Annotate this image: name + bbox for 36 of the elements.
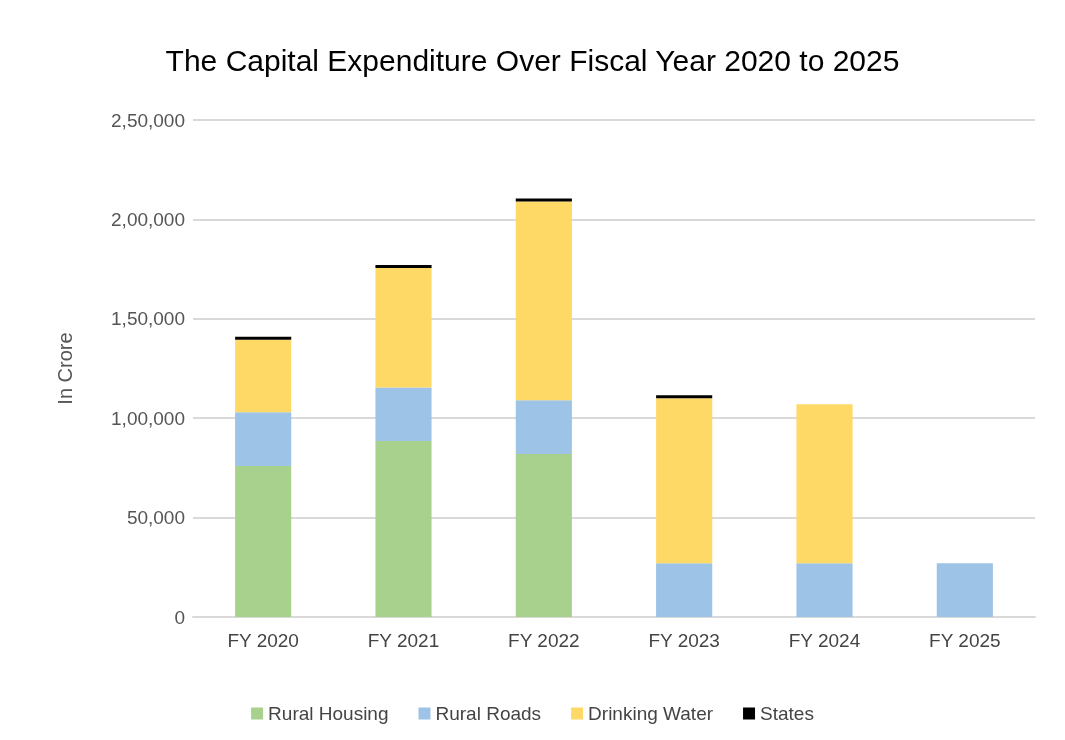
legend-label: States bbox=[760, 703, 814, 724]
bar bbox=[796, 563, 853, 617]
bar bbox=[375, 441, 432, 617]
y-tick-label: 50,000 bbox=[126, 507, 185, 529]
y-tick-label: 2,00,000 bbox=[111, 208, 185, 230]
bar bbox=[656, 395, 713, 399]
bar bbox=[515, 453, 572, 617]
legend-label: Rural Housing bbox=[268, 703, 389, 724]
bar bbox=[796, 404, 853, 564]
bar bbox=[656, 398, 713, 564]
bar bbox=[375, 387, 432, 442]
y-tick-label: 1,00,000 bbox=[111, 407, 185, 429]
bar bbox=[375, 268, 432, 388]
legend-label: Drinking Water bbox=[588, 703, 714, 724]
bar bbox=[235, 412, 292, 466]
x-tick-label: FY 2021 bbox=[367, 630, 440, 651]
bar bbox=[375, 265, 432, 269]
bar bbox=[235, 336, 292, 340]
bar bbox=[515, 400, 572, 454]
bar bbox=[235, 465, 292, 617]
chart-title: The Capital Expenditure Over Fiscal Year 2020 to 2025 bbox=[165, 43, 900, 77]
bar bbox=[656, 563, 713, 617]
y-axis-title: In Crore bbox=[54, 332, 76, 405]
y-tick-label: 1,50,000 bbox=[111, 308, 185, 330]
x-tick-label: FY 2022 bbox=[508, 630, 580, 651]
x-tick-label: FY 2025 bbox=[929, 630, 1001, 651]
y-tick-label: 2,50,000 bbox=[111, 109, 185, 131]
bar bbox=[515, 201, 572, 401]
bar bbox=[936, 563, 993, 617]
x-tick-label: FY 2020 bbox=[227, 630, 299, 651]
x-tick-label: FY 2023 bbox=[648, 630, 720, 651]
legend-label: Rural Roads bbox=[435, 703, 542, 724]
bar bbox=[515, 198, 572, 202]
y-tick-label: 0 bbox=[174, 606, 185, 628]
x-tick-label: FY 2024 bbox=[788, 630, 861, 651]
bar bbox=[235, 339, 292, 413]
